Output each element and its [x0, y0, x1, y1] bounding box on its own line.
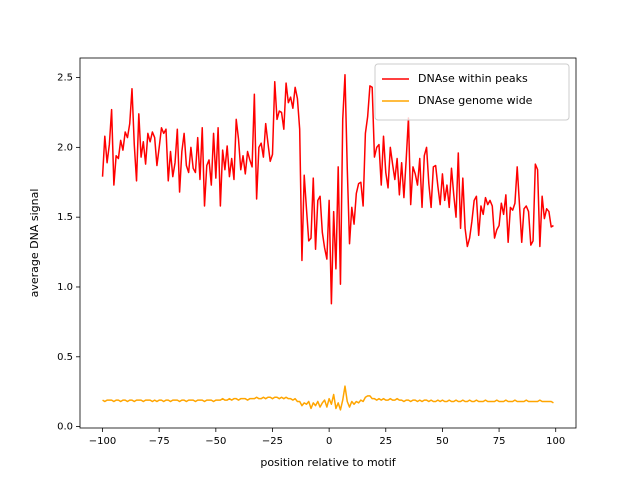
y-axis-label: average DNA signal	[28, 189, 41, 298]
x-tick-label: 50	[436, 436, 449, 447]
y-tick-label: 1.5	[57, 212, 73, 223]
x-tick-label: −25	[262, 436, 283, 447]
series-line	[102, 385, 554, 411]
plot-frame	[79, 57, 577, 429]
y-tick-label: 0.0	[57, 422, 73, 433]
y-tick-label: 1.0	[57, 282, 73, 293]
x-tick-label: −50	[205, 436, 226, 447]
x-tick-label: 25	[379, 436, 392, 447]
y-tick-label: 2.0	[57, 142, 73, 153]
y-tick-label: 2.5	[57, 73, 73, 84]
legend-label: DNAse genome wide	[418, 94, 533, 107]
x-tick-label: 100	[546, 436, 565, 447]
x-tick-label: −100	[89, 436, 116, 447]
legend-label: DNAse within peaks	[418, 72, 528, 85]
legend-box	[374, 63, 570, 121]
series-line	[101, 74, 554, 305]
x-tick-label: 75	[493, 436, 506, 447]
x-axis-label: position relative to motif	[260, 456, 396, 469]
x-tick-label: 0	[326, 436, 332, 447]
y-tick-label: 0.5	[57, 352, 73, 363]
x-tick-label: −75	[149, 436, 170, 447]
